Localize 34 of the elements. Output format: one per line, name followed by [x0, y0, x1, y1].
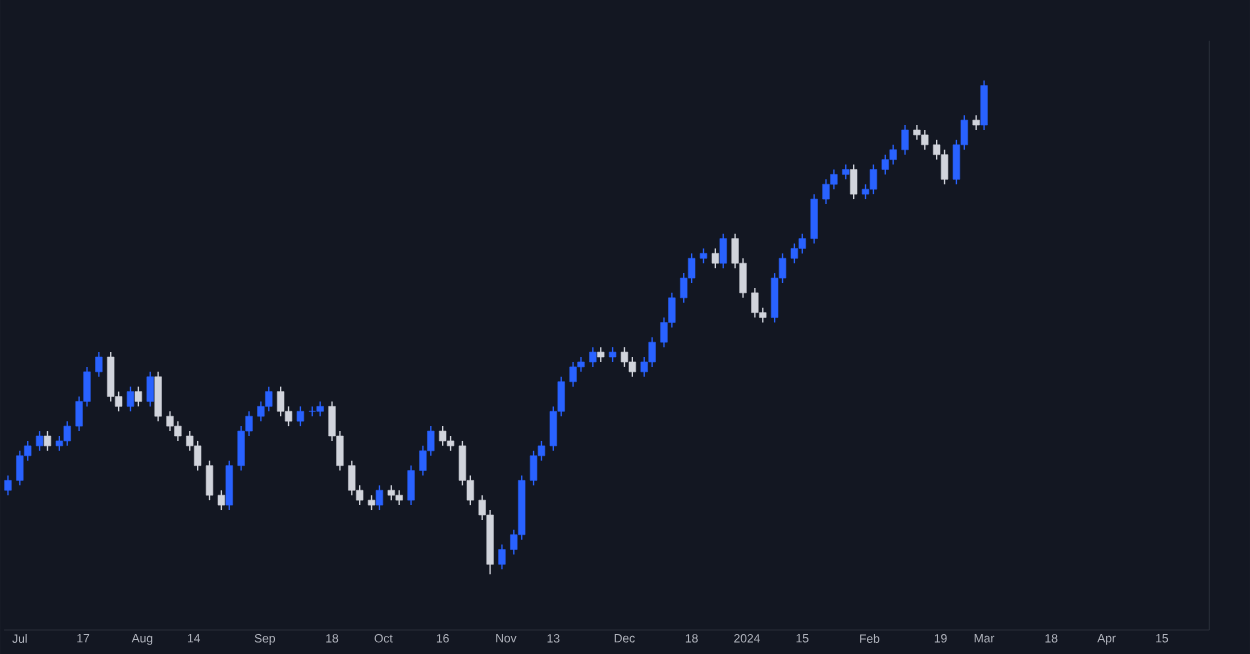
candlestick	[126, 385, 135, 412]
candlestick	[43, 430, 52, 452]
candlestick	[296, 405, 305, 427]
candlestick	[194, 440, 202, 472]
candlestick	[146, 371, 154, 408]
candlestick	[35, 430, 44, 452]
candlestick	[498, 543, 506, 570]
candlestick	[980, 79, 988, 131]
candlestick	[589, 346, 597, 368]
candlestick	[810, 193, 818, 245]
candlestick	[439, 425, 447, 447]
candlestick	[134, 385, 143, 408]
candlestick	[63, 420, 71, 447]
candlestick	[719, 232, 727, 269]
candlestick	[154, 371, 162, 422]
candlestick	[850, 163, 858, 200]
candlestick	[881, 153, 889, 176]
candlestick	[225, 460, 233, 511]
candlestick	[901, 124, 909, 156]
candlestick	[107, 351, 115, 403]
candlestick	[620, 346, 629, 368]
candlestick	[751, 287, 759, 319]
candlestick	[940, 149, 949, 185]
candlestick	[407, 464, 415, 506]
candlestick	[921, 129, 929, 151]
candlestick	[869, 163, 878, 195]
candlestick	[798, 232, 806, 255]
candlestick	[569, 361, 577, 388]
candlestick	[711, 247, 719, 269]
candlestick	[375, 484, 384, 511]
candlestick	[4, 474, 12, 496]
candlestick	[889, 144, 897, 166]
candlestick	[95, 351, 103, 378]
candlestick	[316, 400, 324, 417]
